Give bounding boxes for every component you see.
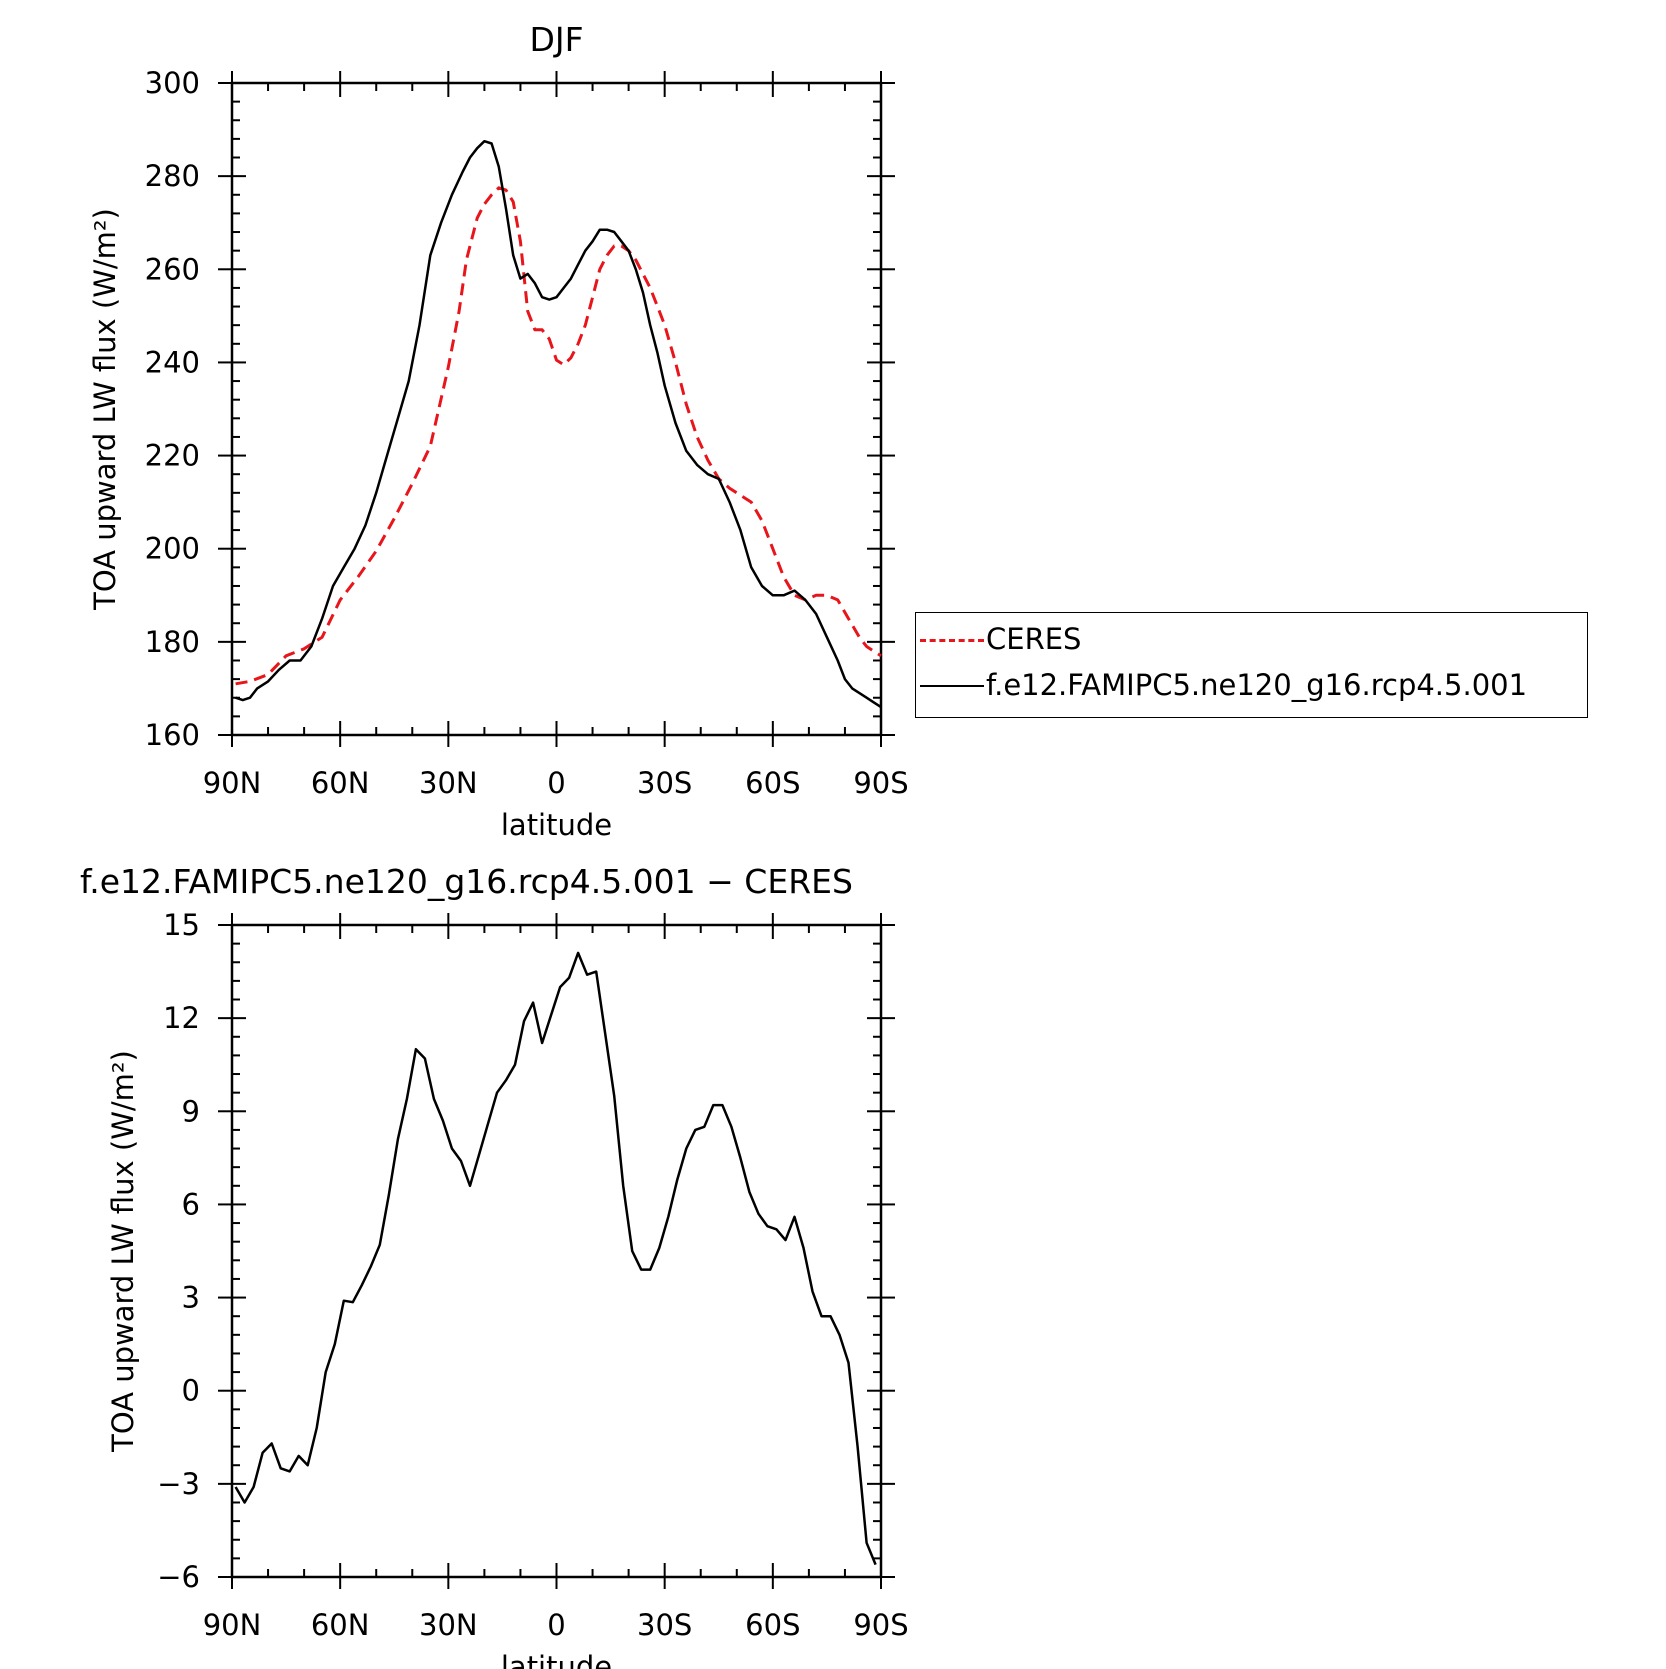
- top-panel-djf: DJF 90N 60N 30N 0 30S 60S 90S 160 180 200 220 240 260…: [88, 20, 909, 842]
- bottom-y-tick-label: 9: [182, 1094, 200, 1128]
- legend: CERES f.e12.FAMIPC5.ne120_g16.rcp4.5.001: [915, 612, 1588, 718]
- top-y-axis-label: TOA upward LW flux (W/m²): [88, 208, 122, 611]
- bottom-x-tick-label: 0: [547, 1608, 565, 1642]
- top-series-line-f-e12-famipc5-ne120-g16-rcp4-5-001: [235, 139, 882, 709]
- top-series-line-ceres: [235, 186, 882, 686]
- top-y-tick-label: 200: [145, 532, 200, 566]
- legend-swatch-ceres: [920, 639, 984, 642]
- legend-label-model: f.e12.FAMIPC5.ne120_g16.rcp4.5.001: [986, 668, 1528, 702]
- top-y-tick-label: 220: [145, 439, 200, 473]
- bottom-y-axis-label: TOA upward LW flux (W/m²): [106, 1050, 140, 1453]
- bottom-x-tick-label: 30S: [637, 1608, 692, 1642]
- top-y-tick-label: 280: [145, 159, 200, 193]
- bottom-y-ticks: [218, 924, 895, 1578]
- bottom-x-axis-label: latitude: [501, 1650, 612, 1669]
- top-x-tick-label: 60N: [311, 766, 370, 800]
- top-y-tick-label: 260: [145, 252, 200, 286]
- bottom-y-tick-label: 6: [182, 1187, 200, 1221]
- top-y-ticks: [218, 82, 895, 736]
- bottom-chart-title: f.e12.FAMIPC5.ne120_g16.rcp4.5.001 − CER…: [80, 862, 853, 901]
- top-x-tick-label: 30S: [637, 766, 692, 800]
- bottom-series-line-difference: [234, 951, 877, 1566]
- top-x-tick-label: 90N: [203, 766, 262, 800]
- legend-entry-model: f.e12.FAMIPC5.ne120_g16.rcp4.5.001: [916, 665, 1587, 705]
- top-x-tick-label: 0: [547, 766, 565, 800]
- legend-entry-ceres: CERES: [916, 619, 1587, 659]
- bottom-x-ticks: [231, 913, 882, 1589]
- top-plot-frame: [230, 81, 883, 737]
- top-x-tick-label: 60S: [745, 766, 800, 800]
- bottom-y-tick-label: 0: [182, 1374, 200, 1408]
- bottom-x-tick-label: 60N: [311, 1608, 370, 1642]
- top-y-tick-label: 160: [145, 718, 200, 752]
- top-x-tick-label: 90S: [853, 766, 908, 800]
- top-x-axis-label: latitude: [501, 808, 612, 842]
- legend-label-ceres: CERES: [986, 622, 1082, 656]
- bottom-y-tick-label: 15: [163, 908, 200, 942]
- bottom-x-tick-label: 90S: [853, 1608, 908, 1642]
- bottom-y-tick-label: 12: [163, 1001, 200, 1035]
- bottom-x-tick-label: 90N: [203, 1608, 262, 1642]
- top-y-tick-label: 180: [145, 625, 200, 659]
- legend-swatch-model: [920, 685, 984, 687]
- top-x-ticks: [231, 71, 882, 747]
- bottom-panel-difference: f.e12.FAMIPC5.ne120_g16.rcp4.5.001 − CER…: [80, 862, 909, 1669]
- top-chart-title: DJF: [529, 20, 583, 59]
- bottom-x-tick-label: 60S: [745, 1608, 800, 1642]
- bottom-plot-frame: [230, 923, 883, 1579]
- top-y-tick-label: 240: [145, 345, 200, 379]
- top-y-tick-label: 300: [145, 66, 200, 100]
- bottom-y-tick-label: −6: [157, 1560, 200, 1594]
- bottom-x-tick-label: 30N: [419, 1608, 478, 1642]
- bottom-y-tick-label: 3: [182, 1281, 200, 1315]
- top-x-tick-label: 30N: [419, 766, 478, 800]
- bottom-y-tick-label: −3: [157, 1467, 200, 1501]
